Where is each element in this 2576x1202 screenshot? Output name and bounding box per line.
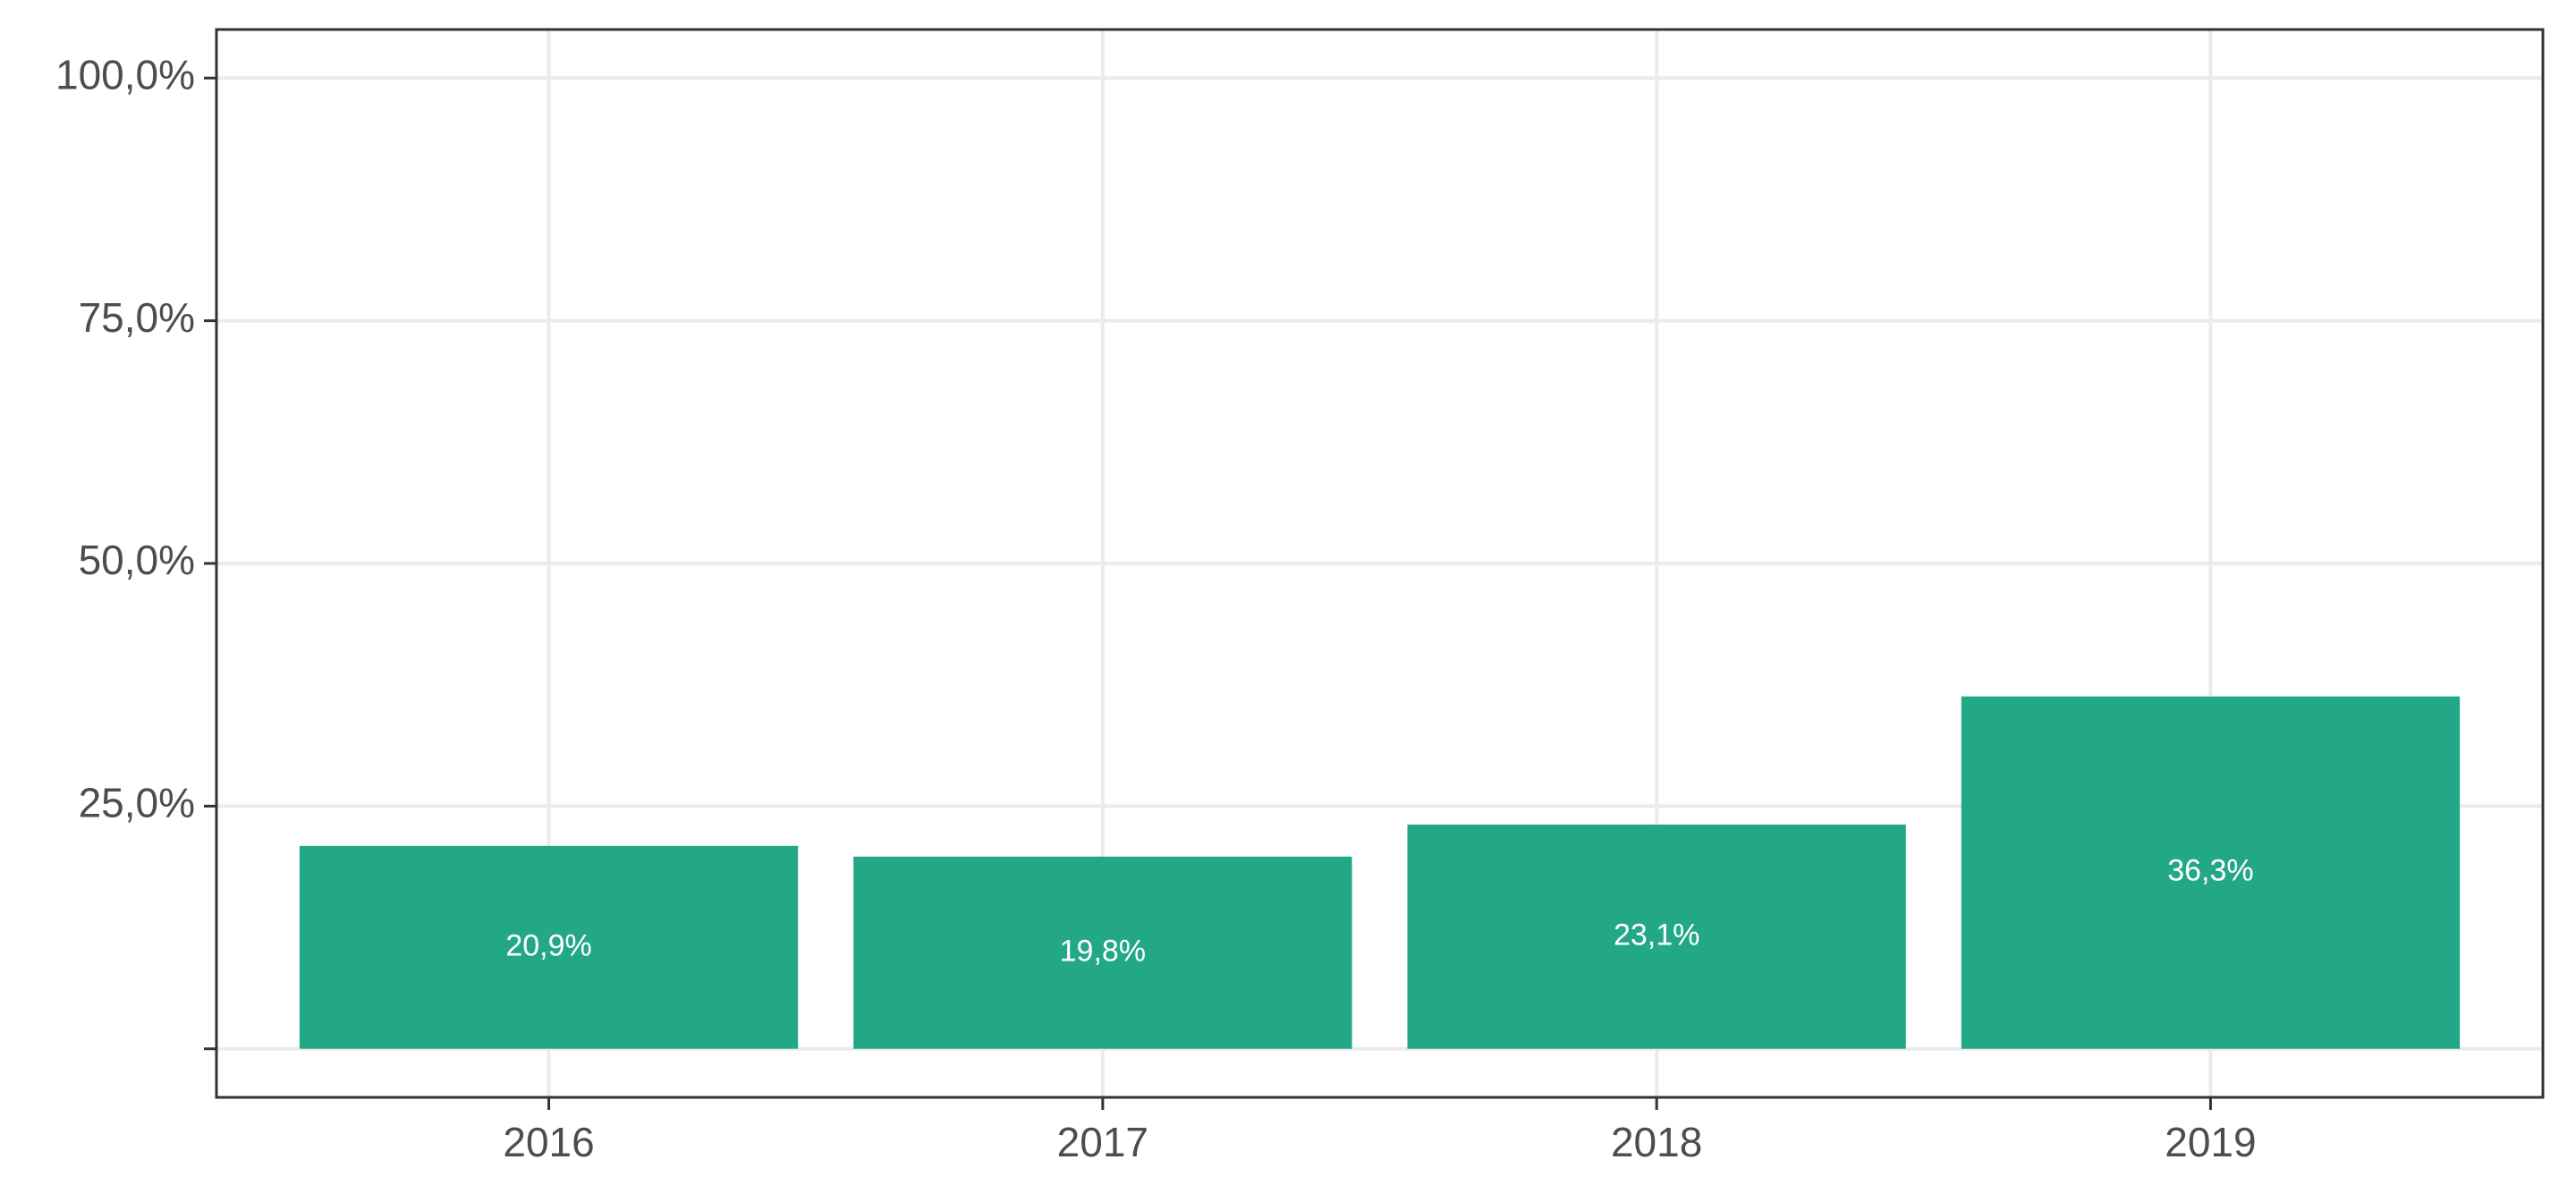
bar (1961, 696, 2461, 1049)
value-label: 23,1% (1614, 918, 1699, 952)
x-tick-label: 2017 (1057, 1119, 1148, 1165)
value-label: 36,3% (2167, 854, 2253, 888)
y-tick-label: 50,0% (79, 537, 195, 583)
y-tick-label: 100,0% (55, 51, 195, 97)
value-label: 19,8% (1060, 934, 1146, 968)
bar (299, 845, 799, 1049)
value-label: 20,9% (505, 928, 591, 962)
panel-border (215, 28, 2545, 1099)
bar (853, 856, 1352, 1049)
y-tick-label: 75,0% (79, 294, 195, 341)
x-tick-label: 2018 (1611, 1119, 1702, 1165)
x-tick-label: 2019 (2165, 1119, 2256, 1165)
y-tick-label: 25,0% (79, 780, 195, 826)
bar (1407, 824, 1906, 1049)
x-tick-label: 2016 (503, 1119, 594, 1165)
